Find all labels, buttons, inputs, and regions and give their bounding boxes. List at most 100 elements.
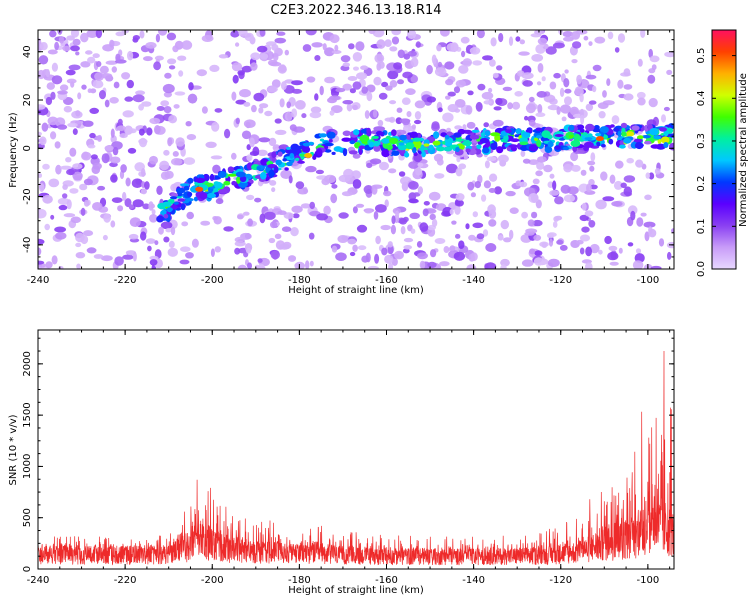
spectrogram-cell [301, 146, 311, 154]
spectrogram-cell [254, 265, 266, 269]
spectrogram-cell [129, 128, 137, 134]
spectrogram-cell [521, 72, 534, 80]
spectrogram-cell [514, 134, 520, 138]
spectrogram-cell [155, 33, 160, 43]
spectrogram-cell [387, 241, 393, 248]
spectrogram-cell [323, 205, 331, 215]
spectrogram-cell [101, 255, 113, 262]
spectrogram-cell [282, 158, 288, 162]
spectrogram-cell [324, 47, 335, 57]
spectrogram-cell [59, 165, 72, 170]
spectrogram-cell [259, 30, 266, 37]
spectrogram-cell [72, 171, 83, 181]
spectrogram-cell [614, 47, 620, 53]
spectrogram-cell [86, 247, 97, 254]
spectrogram-cell [214, 108, 223, 113]
spectrogram-cell [89, 132, 96, 139]
spectrogram-cell [271, 187, 276, 193]
spectrogram-cell [618, 247, 623, 254]
spectrogram-cell [547, 181, 554, 188]
spectrogram-cell [493, 106, 502, 111]
spectrogram-cell [411, 124, 416, 130]
spectrogram-cell [389, 116, 396, 123]
spectrogram-cell [266, 86, 278, 93]
spectrogram-cell [601, 143, 606, 148]
spectrogram-cell [95, 30, 103, 39]
spectrogram-cell [38, 238, 45, 245]
spectrogram-x-ticks: -240 -220 -200 -180 -160 -140 -120 -100 [27, 30, 671, 286]
spectrogram-cell [273, 166, 279, 174]
spectrogram-cell [158, 226, 164, 235]
spectrogram-cell [45, 261, 53, 269]
spectrogram-cell [399, 218, 408, 225]
spectrogram-cell [352, 206, 358, 214]
spectrogram-cell [227, 166, 234, 173]
spectrogram-cell [47, 116, 59, 126]
spectrogram-cell [237, 70, 245, 76]
x-tick-label: -160 [375, 575, 398, 586]
spectrogram-cell [75, 232, 85, 243]
spectrogram-cell [366, 162, 373, 169]
spectrogram-cell [38, 260, 45, 265]
spectrogram-cell [465, 105, 473, 115]
spectrogram-cell [81, 151, 92, 161]
spectrogram-cell [536, 139, 542, 148]
spectrogram-cell [572, 41, 582, 49]
spectrogram-cell [409, 212, 421, 219]
spectrogram-cell [218, 188, 228, 194]
spectrogram-cell [180, 246, 191, 252]
spectrogram-cell [96, 61, 102, 67]
spectrogram-cell [180, 183, 190, 187]
spectrogram-cell [201, 35, 214, 42]
spectrogram-cell [246, 154, 253, 162]
spectrogram-cell [412, 140, 422, 149]
spectrogram-cell [507, 102, 513, 110]
spectrogram-cell [170, 196, 178, 200]
spectrogram-cell [584, 190, 596, 195]
spectrogram-cell [393, 62, 403, 70]
spectrogram-cell [575, 30, 588, 35]
spectrogram-cell [275, 159, 283, 166]
spectrogram-cell [649, 128, 659, 136]
spectrogram-cell [309, 260, 314, 267]
spectrogram-cell [274, 233, 282, 239]
spectrogram-cell [524, 115, 529, 121]
colorbar-bar [711, 29, 737, 270]
spectrogram-cell [430, 249, 437, 258]
spectrogram-cell [384, 199, 389, 208]
colorbar-tick-label: 0.5 [696, 48, 707, 64]
spectrogram-cell [291, 108, 298, 118]
spectrogram-cell [634, 138, 643, 143]
spectrogram-cell [356, 224, 368, 233]
spectrogram-cell [494, 186, 502, 195]
spectrogram-cell [342, 130, 351, 137]
spectrogram-cell [386, 144, 393, 150]
spectrogram-cell [274, 37, 287, 44]
spectrogram-cell [268, 137, 277, 147]
spectrogram-cell [651, 64, 657, 71]
spectrogram-cell [496, 65, 503, 71]
spectrogram-cell [256, 166, 262, 171]
spectrogram-cell [148, 201, 154, 211]
colorbar-ticks: 0.0 0.1 0.2 0.3 0.4 0.5 [696, 48, 736, 277]
spectrogram-cell [632, 260, 644, 269]
spectrogram-cell [649, 55, 660, 63]
spectrogram-cell [609, 174, 616, 184]
spectrogram-cell [281, 226, 292, 232]
spectrogram-cell [97, 185, 106, 191]
spectrogram-cells [38, 30, 674, 269]
spectrogram-cell [81, 84, 87, 90]
spectrogram-cell [667, 251, 672, 260]
spectrogram-cell [547, 141, 554, 148]
spectrogram-cell [606, 78, 611, 86]
spectrogram-cell [338, 212, 349, 219]
spectrogram-cell [122, 254, 134, 260]
spectrogram-cell [533, 257, 544, 266]
spectrogram-cell [132, 199, 144, 208]
spectrogram-cell [110, 156, 121, 164]
spectrogram-cell [375, 235, 381, 245]
spectrogram-cell [180, 203, 186, 211]
spectrogram-cell [50, 214, 55, 220]
spectrogram-cell [67, 122, 78, 128]
spectrogram-cell [458, 240, 465, 249]
